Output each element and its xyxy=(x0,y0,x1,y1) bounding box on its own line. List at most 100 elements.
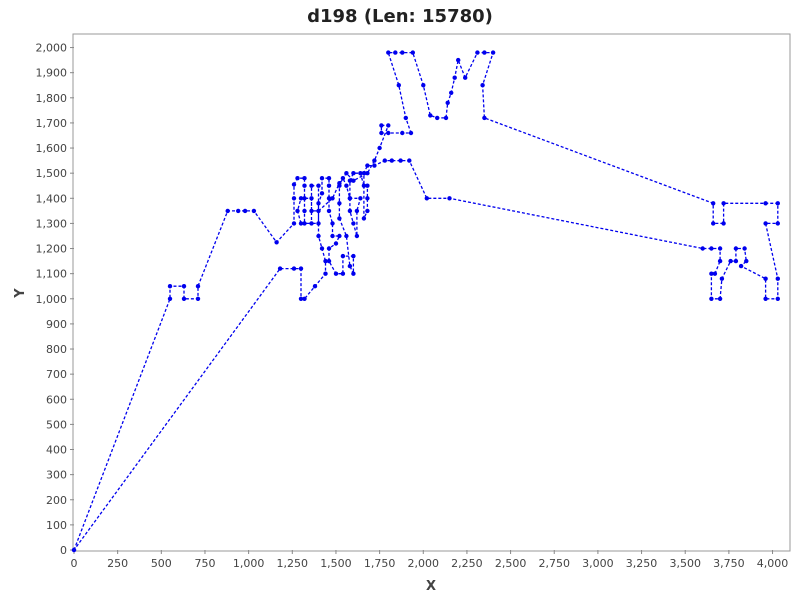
data-point xyxy=(354,208,360,214)
data-point xyxy=(181,284,187,289)
data-point xyxy=(482,115,487,121)
data-point xyxy=(443,115,449,121)
data-point xyxy=(351,221,356,226)
data-point xyxy=(358,196,363,201)
data-point xyxy=(195,296,201,301)
data-point xyxy=(449,90,454,96)
x-tick-label: 750 xyxy=(194,557,215,570)
data-point xyxy=(738,263,744,269)
data-point xyxy=(351,271,356,276)
x-tick-label: 1,750 xyxy=(364,557,396,570)
data-point xyxy=(719,276,725,281)
data-point xyxy=(326,176,332,181)
data-point xyxy=(400,50,405,55)
data-point xyxy=(347,196,353,201)
data-point xyxy=(379,123,384,128)
series-layer xyxy=(71,50,780,553)
data-point xyxy=(323,258,328,264)
y-tick-label: 1,000 xyxy=(36,293,68,306)
data-point xyxy=(344,183,349,188)
x-tick-label: 0 xyxy=(71,557,78,570)
data-point xyxy=(337,216,342,221)
data-point xyxy=(447,196,452,201)
data-point xyxy=(195,284,201,289)
data-point xyxy=(316,233,321,239)
plot-area xyxy=(72,33,791,552)
data-point xyxy=(319,176,325,181)
data-point xyxy=(302,196,307,201)
data-point xyxy=(377,145,382,151)
data-point xyxy=(721,201,726,206)
data-point xyxy=(347,208,353,214)
data-point xyxy=(365,208,370,214)
y-tick-label: 500 xyxy=(46,418,67,431)
y-tick-label: 200 xyxy=(46,494,67,507)
data-point xyxy=(291,221,297,226)
data-point xyxy=(365,163,370,168)
y-tick-label: 600 xyxy=(46,393,67,406)
data-point xyxy=(344,171,349,176)
data-point xyxy=(742,246,747,251)
data-point xyxy=(312,284,318,289)
data-point xyxy=(326,183,332,188)
data-point xyxy=(382,158,387,163)
data-point xyxy=(712,271,718,276)
data-point xyxy=(421,83,426,88)
data-point xyxy=(435,115,440,121)
data-point xyxy=(319,246,325,251)
data-point xyxy=(717,246,723,251)
data-point xyxy=(298,221,304,226)
x-tick-label: 2,000 xyxy=(408,557,440,570)
data-point xyxy=(379,130,384,136)
x-tick-label: 500 xyxy=(151,557,172,570)
x-tick-label: 2,500 xyxy=(495,557,527,570)
data-point xyxy=(763,201,768,206)
data-point xyxy=(711,221,716,226)
y-tick-label: 700 xyxy=(46,368,67,381)
data-point xyxy=(365,183,370,188)
data-point xyxy=(298,196,304,201)
y-tick-label: 300 xyxy=(46,469,67,482)
data-point xyxy=(330,233,335,239)
x-tick-label: 1,250 xyxy=(277,557,309,570)
data-point xyxy=(330,221,335,226)
data-point xyxy=(700,246,705,251)
data-point xyxy=(482,50,487,55)
data-point xyxy=(763,276,768,281)
data-point xyxy=(326,196,332,201)
data-point xyxy=(386,123,391,128)
data-point xyxy=(386,50,391,55)
data-point xyxy=(398,158,403,163)
data-point xyxy=(298,266,304,271)
data-point xyxy=(721,221,726,226)
data-point xyxy=(326,258,332,264)
data-point xyxy=(361,171,367,176)
x-axis-ticks: 0 250 500 750 1,000 1,250 1,500 1,750 2,000 2,250… xyxy=(71,550,788,570)
data-point xyxy=(302,221,307,226)
y-tick-label: 1,900 xyxy=(36,67,68,80)
data-point xyxy=(295,176,300,181)
y-tick-label: 0 xyxy=(60,544,67,557)
data-point xyxy=(365,171,370,176)
data-point xyxy=(733,258,739,264)
data-point xyxy=(295,208,300,214)
y-tick-label: 1,300 xyxy=(36,217,68,230)
data-point xyxy=(71,547,77,553)
data-point xyxy=(309,208,314,214)
data-point xyxy=(408,130,414,136)
x-tick-label: 1,000 xyxy=(233,557,265,570)
data-point xyxy=(277,266,283,271)
y-tick-label: 400 xyxy=(46,444,67,457)
y-tick-label: 1,700 xyxy=(36,117,68,130)
data-point xyxy=(351,178,356,183)
y-tick-label: 1,200 xyxy=(36,243,68,256)
data-point xyxy=(319,191,325,196)
data-point xyxy=(302,183,307,188)
data-point xyxy=(386,130,391,136)
data-point xyxy=(326,208,332,214)
data-point xyxy=(445,100,450,106)
data-point xyxy=(775,296,780,301)
data-point xyxy=(333,271,339,276)
data-point xyxy=(709,246,714,251)
